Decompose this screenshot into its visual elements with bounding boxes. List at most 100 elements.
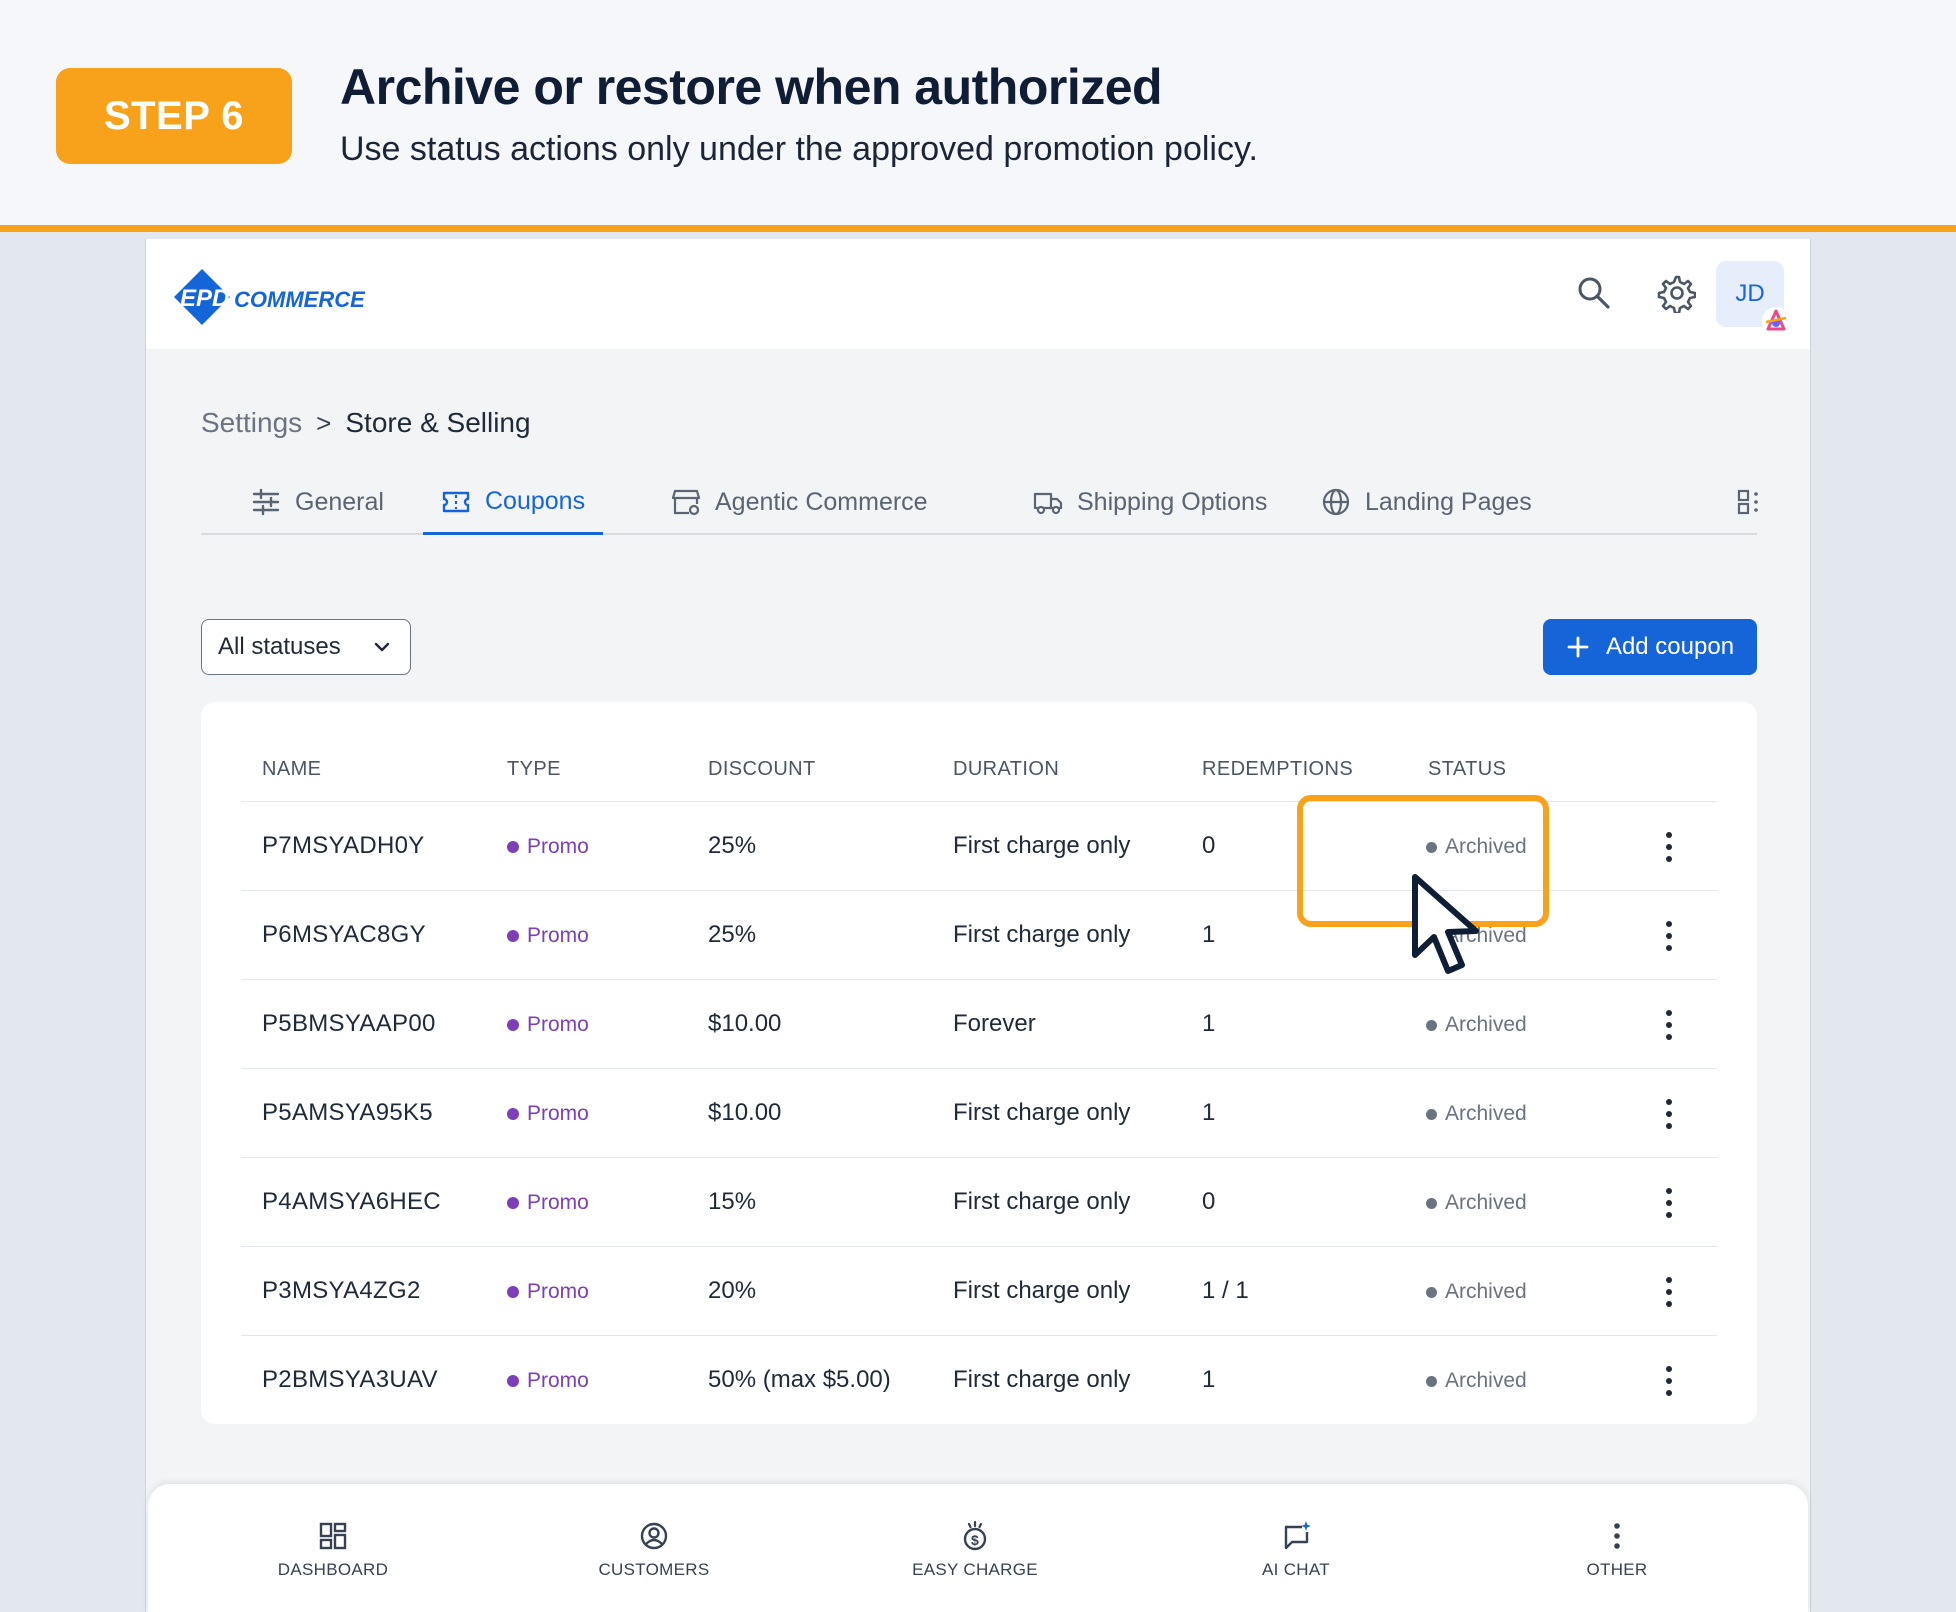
coupon-status-badge: Archived — [1426, 835, 1527, 859]
coupon-duration: First charge only — [953, 1099, 1131, 1126]
coupon-type: Promo — [527, 924, 589, 947]
table-row[interactable]: P3MSYA4ZG2 Promo 20% First charge only 1 / 1… — [241, 1247, 1717, 1336]
tab-agentic-commerce[interactable]: Agentic Commerce — [671, 471, 928, 533]
coupon-duration: First charge only — [953, 921, 1131, 948]
search-icon[interactable] — [1574, 273, 1614, 313]
breadcrumb-separator: > — [316, 407, 332, 438]
status-dot — [1426, 841, 1437, 853]
row-actions-kebab-icon[interactable] — [1657, 1097, 1681, 1131]
column-header-type[interactable]: TYPE — [507, 758, 561, 780]
coupon-status-badge: Archived — [1426, 1191, 1527, 1215]
column-header-status[interactable]: STATUS — [1428, 758, 1507, 780]
coupon-status-badge: Archived — [1426, 1102, 1527, 1126]
coupon-redemptions: 1 — [1202, 1010, 1216, 1037]
column-header-redemptions[interactable]: REDEMPTIONS — [1202, 758, 1354, 780]
table-row[interactable]: P5AMSYA95K5 Promo $10.00 First charge only 1… — [241, 1069, 1717, 1158]
coupon-name[interactable]: P4AMSYA6HEC — [262, 1188, 441, 1215]
plus-icon — [1567, 636, 1589, 658]
table-header: NAME TYPE DISCOUNT DURATION REDEMPTIONS … — [241, 702, 1717, 802]
nav-easy-charge-label: EASY CHARGE — [912, 1560, 1038, 1579]
coupon-redemptions: 1 — [1202, 1099, 1216, 1126]
coupon-discount: 15% — [708, 1188, 757, 1215]
nav-dashboard-label: DASHBOARD — [277, 1560, 389, 1579]
type-dot — [507, 1019, 519, 1031]
table-row[interactable]: P7MSYADH0Y Promo 25% First charge only 0 Arch… — [241, 802, 1717, 891]
coupon-discount: $10.00 — [708, 1010, 782, 1037]
status-filter-select[interactable]: All statuses — [201, 619, 411, 675]
coupon-type-badge: Promo — [507, 1191, 589, 1215]
mouse-pointer-icon — [1412, 874, 1479, 974]
row-actions-kebab-icon[interactable] — [1657, 1008, 1681, 1042]
row-actions-kebab-icon[interactable] — [1657, 1186, 1681, 1220]
svg-text:$: $ — [971, 1532, 979, 1548]
chat-icon — [1284, 1521, 1311, 1550]
svg-text:EPD: EPD — [180, 285, 229, 312]
row-actions-kebab-icon[interactable] — [1657, 1275, 1681, 1309]
epd-commerce-logo[interactable]: EPD COMMERCE — [172, 267, 382, 327]
row-actions-kebab-icon[interactable] — [1657, 919, 1681, 953]
coupon-name[interactable]: P6MSYAC8GY — [262, 921, 426, 948]
coupon-redemptions: 1 — [1202, 921, 1216, 948]
column-header-name[interactable]: NAME — [262, 758, 322, 780]
coupon-type: Promo — [527, 1102, 589, 1125]
coupon-status: Archived — [1445, 1013, 1527, 1036]
tab-shipping-options[interactable]: Shipping Options — [1033, 471, 1267, 533]
coupon-redemptions: 0 — [1202, 1188, 1216, 1215]
ai-badge-icon — [1762, 307, 1790, 335]
column-header-discount[interactable]: DISCOUNT — [708, 758, 816, 780]
step-badge: STEP 6 — [56, 68, 292, 164]
nav-customers[interactable]: CUSTOMERS — [554, 1520, 754, 1580]
status-dot — [1426, 1019, 1437, 1031]
coupon-duration: First charge only — [953, 832, 1131, 859]
coupon-redemptions: 0 — [1202, 832, 1216, 859]
tab-landing-pages[interactable]: Landing Pages — [1321, 471, 1532, 533]
nav-ai-chat[interactable]: AI CHAT — [1196, 1520, 1396, 1580]
coupon-duration: First charge only — [953, 1366, 1131, 1393]
table-row[interactable]: P5BMSYAAP00 Promo $10.00 Forever 1 Archived — [241, 980, 1717, 1069]
coupon-name[interactable]: P2BMSYA3UAV — [262, 1366, 438, 1393]
coupon-type-badge: Promo — [507, 1102, 589, 1126]
nav-easy-charge[interactable]: $ EASY CHARGE — [875, 1520, 1075, 1580]
svg-text:COMMERCE: COMMERCE — [234, 287, 366, 312]
row-actions-kebab-icon[interactable] — [1657, 830, 1681, 864]
coupon-name[interactable]: P5AMSYA95K5 — [262, 1099, 433, 1126]
app-window: EPD COMMERCE JD Settings > Store & Selli… — [145, 239, 1811, 1612]
coupon-duration: First charge only — [953, 1188, 1131, 1215]
table-row[interactable]: P2BMSYA3UAV Promo 50% (max $5.00) First cha… — [241, 1336, 1717, 1424]
coupon-type-badge: Promo — [507, 1013, 589, 1037]
coupon-name[interactable]: P7MSYADH0Y — [262, 832, 425, 859]
tab-coupons[interactable]: Coupons — [423, 471, 604, 535]
breadcrumb-settings-link[interactable]: Settings — [201, 407, 303, 438]
coupon-icon — [442, 491, 470, 512]
coupon-name[interactable]: P3MSYA4ZG2 — [262, 1277, 421, 1304]
coupons-table: NAME TYPE DISCOUNT DURATION REDEMPTIONS … — [201, 702, 1757, 1424]
coupon-discount: 20% — [708, 1277, 757, 1304]
nav-other[interactable]: OTHER — [1517, 1520, 1717, 1580]
table-row[interactable]: P4AMSYA6HEC Promo 15% First charge only 0 Arc… — [241, 1158, 1717, 1247]
tab-general[interactable]: General — [251, 471, 384, 533]
nav-dashboard[interactable]: DASHBOARD — [233, 1520, 433, 1580]
tab-landing-pages-label: Landing Pages — [1365, 487, 1532, 516]
add-coupon-label: Add coupon — [1605, 633, 1735, 660]
breadcrumb: Settings > Store & Selling — [201, 407, 531, 439]
coupon-type: Promo — [527, 1369, 589, 1392]
tab-more[interactable] — [1735, 471, 1765, 533]
coupon-name[interactable]: P5BMSYAAP00 — [262, 1010, 436, 1037]
add-coupon-button[interactable]: Add coupon — [1543, 619, 1757, 675]
step-banner: STEP 6 Archive or restore when authorize… — [0, 0, 1956, 232]
more-icon — [1614, 1523, 1620, 1549]
step-subtitle: Use status actions only under the approv… — [340, 130, 1258, 168]
coupon-type-badge: Promo — [507, 924, 589, 948]
row-actions-kebab-icon[interactable] — [1657, 1364, 1681, 1398]
column-header-duration[interactable]: DURATION — [953, 758, 1060, 780]
settings-tabs: General Coupons Agentic Commerce Shipp — [201, 471, 1758, 535]
more-tabs-icon — [1737, 489, 1758, 515]
gear-icon[interactable] — [1656, 273, 1696, 313]
type-dot — [507, 930, 519, 942]
coupon-status-badge: Archived — [1426, 1369, 1527, 1393]
dashboard-icon — [319, 1522, 347, 1550]
nav-customers-label: CUSTOMERS — [598, 1560, 710, 1579]
coupon-status: Archived — [1445, 1191, 1527, 1214]
status-filter-value: All statuses — [218, 633, 341, 660]
money-icon: $ — [963, 1520, 987, 1551]
